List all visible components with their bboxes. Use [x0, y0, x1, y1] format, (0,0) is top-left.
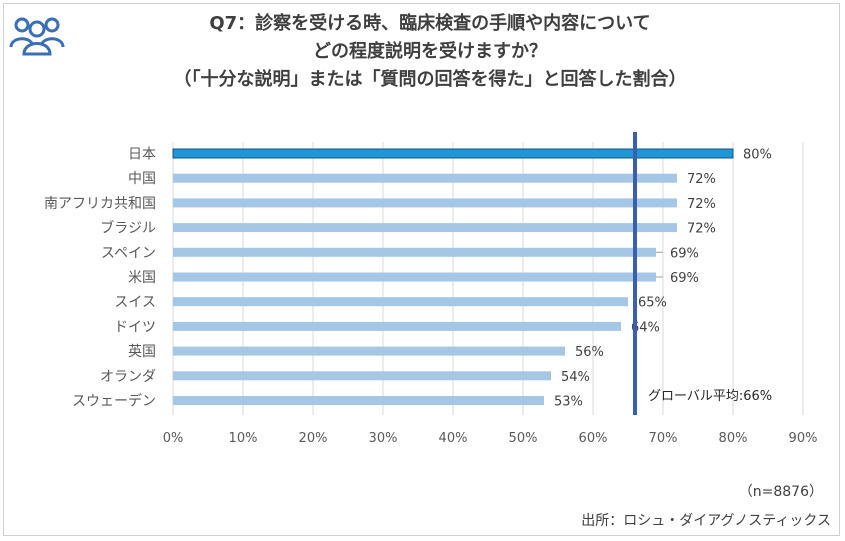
bar — [173, 247, 656, 257]
y-tick-label: 日本 — [128, 147, 156, 163]
x-tick-label: 50% — [509, 431, 538, 446]
sample-size-note: （n=8876） — [738, 484, 823, 500]
value-label: 72% — [687, 197, 716, 212]
y-tick-label: 英国 — [128, 343, 156, 360]
chart-frame — [3, 3, 840, 536]
value-label: 69% — [670, 246, 699, 261]
value-label: 54% — [561, 370, 590, 385]
global-average-label: グローバル平均:66% — [648, 389, 772, 404]
value-label: 72% — [687, 222, 716, 237]
y-tick-label: オランダ — [100, 369, 156, 385]
x-tick-label: 90% — [789, 431, 818, 446]
title-line-2: どの程度説明を受けますか？ — [313, 41, 547, 62]
x-tick-label: 60% — [579, 431, 608, 446]
y-tick-label: スイス — [114, 295, 156, 311]
x-tick-label: 30% — [369, 431, 398, 446]
bar — [173, 272, 656, 282]
value-label: 64% — [631, 320, 660, 335]
bar — [173, 396, 544, 405]
y-tick-label: スペイン — [101, 245, 156, 261]
title-line-3: （「十分な説明」または「質問の回答を得た」と回答した割合） — [173, 69, 687, 90]
y-tick-label: ドイツ — [114, 319, 156, 335]
value-label: 72% — [687, 172, 716, 187]
bar — [173, 223, 677, 233]
bar — [173, 346, 565, 356]
bar — [172, 148, 734, 159]
bar — [173, 297, 628, 307]
x-tick-label: 10% — [229, 431, 258, 446]
x-tick-label: 80% — [719, 431, 748, 446]
x-tick-label: 0% — [163, 431, 184, 446]
people-group-icon — [9, 17, 65, 56]
title-line-1: Q7：診察を受ける時、臨床検査の手順や内容について — [209, 13, 651, 34]
value-label: 80% — [743, 148, 772, 163]
value-label: 69% — [670, 271, 699, 286]
y-tick-label: ブラジル — [100, 220, 156, 237]
value-label: 65% — [638, 296, 667, 311]
y-tick-label: 米国 — [128, 270, 156, 286]
value-label: 53% — [554, 395, 583, 410]
bar — [173, 371, 551, 381]
y-tick-label: 中国 — [128, 171, 156, 187]
x-tick-label: 70% — [649, 431, 678, 446]
x-tick-label: 40% — [439, 431, 468, 446]
value-label: 56% — [575, 345, 604, 360]
source-note: 出所：ロシュ・ダイアグノスティックス — [581, 513, 831, 529]
chart-title: Q7：診察を受ける時、臨床検査の手順や内容について どの程度説明を受けますか？ … — [90, 10, 770, 94]
bar — [173, 198, 677, 208]
bar — [173, 173, 677, 183]
x-tick-label: 20% — [299, 431, 328, 446]
bar — [173, 321, 621, 331]
y-tick-label: スウェーデン — [72, 393, 156, 410]
y-tick-label: 南アフリカ共和国 — [44, 196, 156, 212]
